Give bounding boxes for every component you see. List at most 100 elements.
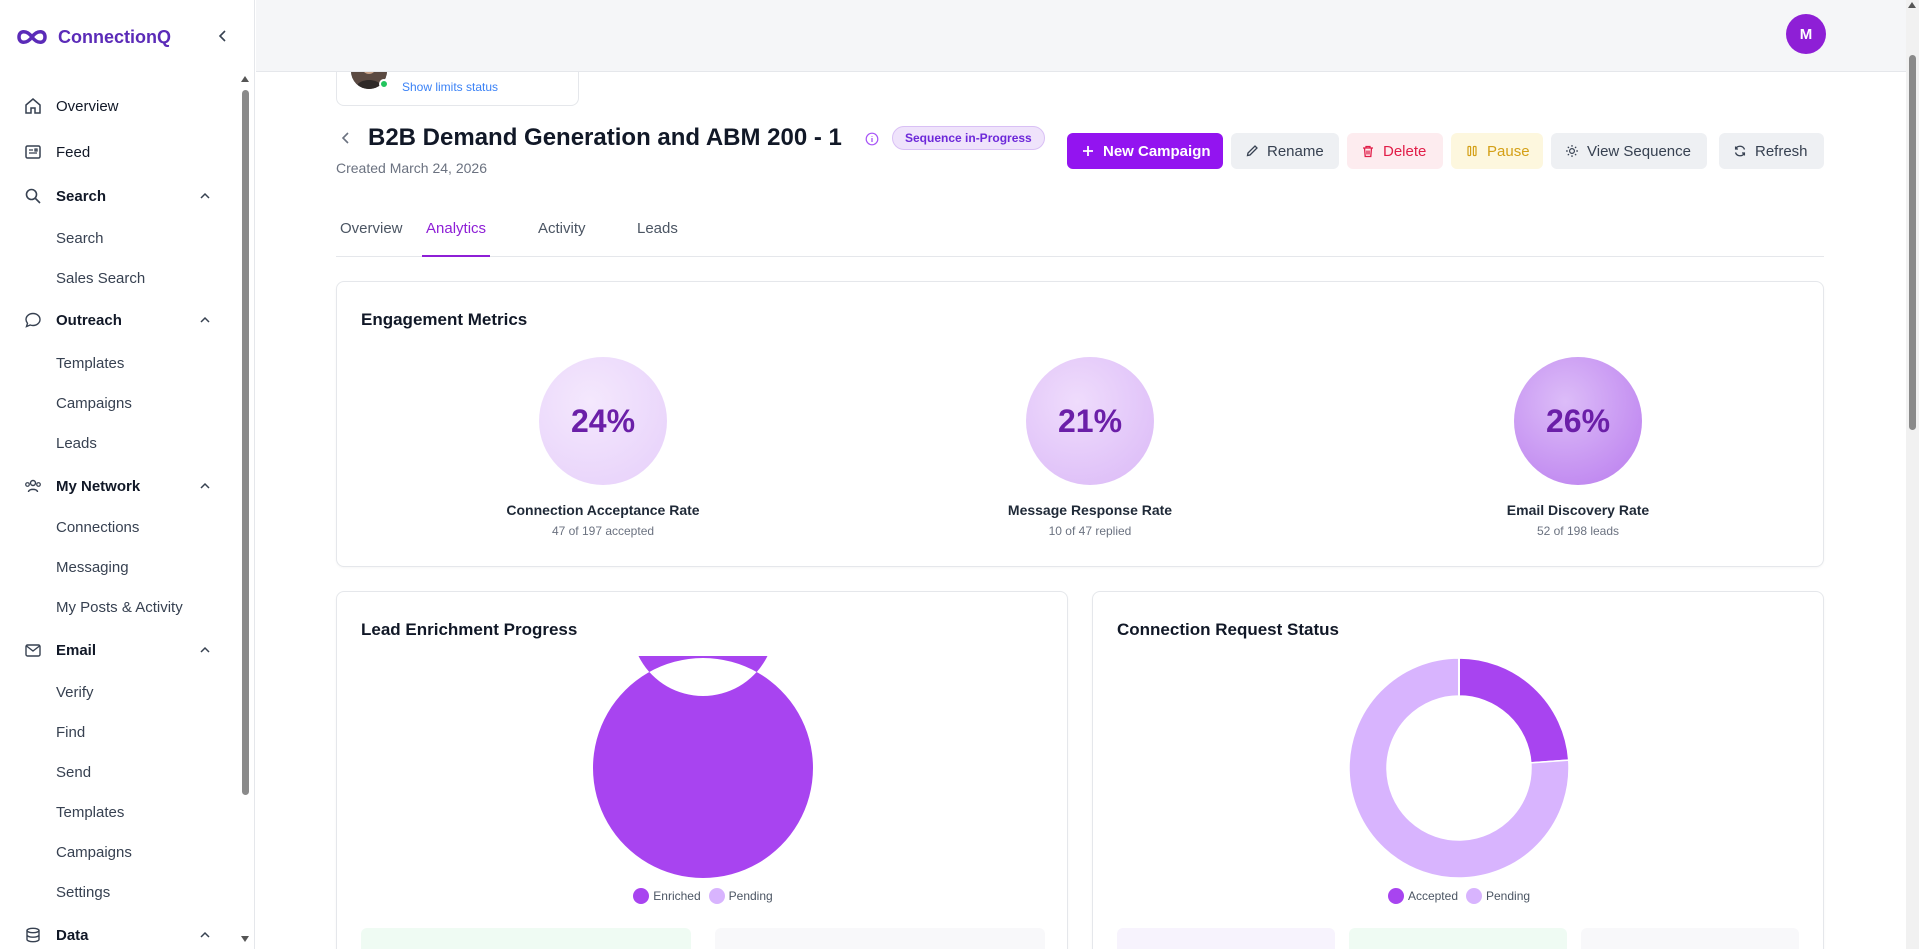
sidebar-subitem-leads[interactable]: Leads xyxy=(56,435,97,452)
metric-message-response: 21% Message Response Rate 10 of 47 repli… xyxy=(960,357,1220,557)
show-limits-link[interactable]: Show limits status xyxy=(402,80,499,94)
back-chevron-icon[interactable] xyxy=(338,130,354,146)
tab-leads[interactable]: Leads xyxy=(637,220,678,237)
lead-enrichment-title: Lead Enrichment Progress xyxy=(361,620,578,639)
chat-bubble-icon xyxy=(24,311,42,329)
sidebar-subitem-find[interactable]: Find xyxy=(56,724,86,741)
top-bar xyxy=(256,0,1906,72)
sidebar-group-search[interactable]: Search xyxy=(0,176,240,216)
stat-tile xyxy=(1117,928,1335,949)
sidebar-subitem-send[interactable]: Send xyxy=(56,764,92,781)
legend-item-accepted[interactable]: Accepted xyxy=(1387,888,1458,904)
sidebar-subitem-settings[interactable]: Settings xyxy=(56,884,111,901)
sidebar-item-overview[interactable]: Overview xyxy=(0,86,240,126)
sidebar-scrollbar[interactable] xyxy=(241,76,249,942)
scroll-up-arrow-icon[interactable] xyxy=(1908,2,1916,8)
brand[interactable]: ConnectionQ xyxy=(16,22,171,52)
metric-subtext: 47 of 197 accepted xyxy=(551,524,655,538)
campaign-tabs: Overview Analytics Activity Leads xyxy=(336,212,1824,257)
created-date: Created March 24, 2026 xyxy=(336,160,487,176)
metric-subtext: 52 of 198 leads xyxy=(1536,524,1620,538)
info-icon[interactable] xyxy=(865,132,879,146)
sidebar-subitem-connections[interactable]: Connections xyxy=(56,519,140,536)
status-badge: Sequence in-Progress xyxy=(892,126,1045,150)
refresh-button[interactable]: Refresh xyxy=(1719,133,1824,169)
sidebar-subitem-messaging[interactable]: Messaging xyxy=(56,559,129,576)
donut-slice-pending[interactable] xyxy=(1348,657,1570,879)
legend-item-enriched[interactable]: Enriched xyxy=(633,888,701,904)
legend-swatch-enriched xyxy=(633,888,650,904)
sidebar-group-my-network[interactable]: My Network xyxy=(0,466,240,506)
pause-icon xyxy=(1465,144,1479,158)
sidebar-subitem-email-templates[interactable]: Templates xyxy=(56,804,125,821)
sidebar-subitem-templates[interactable]: Templates xyxy=(56,355,125,372)
sidebar-subitem-campaigns[interactable]: Campaigns xyxy=(56,395,132,412)
sidebar-subitem-sales-search[interactable]: Sales Search xyxy=(56,270,146,287)
legend-item-pending[interactable]: Pending xyxy=(1466,888,1530,904)
connection-request-title: Connection Request Status xyxy=(1117,620,1339,639)
sidebar-subitem-my-posts[interactable]: My Posts & Activity xyxy=(56,599,183,616)
legend-label: Accepted xyxy=(1407,889,1458,903)
sidebar-group-email[interactable]: Email xyxy=(0,630,240,670)
pause-button[interactable]: Pause xyxy=(1451,133,1543,169)
brand-logo-icon xyxy=(17,30,47,44)
sidebar-item-label: Data xyxy=(56,926,89,944)
online-status-dot xyxy=(379,79,389,89)
connection-request-legend: Accepted Pending xyxy=(1093,888,1825,904)
scroll-up-arrow-icon[interactable] xyxy=(241,76,249,82)
metric-value: 26% xyxy=(1514,357,1642,485)
sidebar: ConnectionQ Overview Feed Search Search … xyxy=(0,0,255,949)
chevron-up-icon xyxy=(200,931,210,938)
stat-tile xyxy=(1349,928,1567,949)
page-scrollbar[interactable] xyxy=(1906,0,1919,949)
scroll-down-arrow-icon[interactable] xyxy=(241,936,249,942)
new-campaign-button[interactable]: New Campaign xyxy=(1067,133,1223,169)
sidebar-group-data[interactable]: Data xyxy=(0,915,240,949)
view-sequence-button[interactable]: View Sequence xyxy=(1551,133,1707,169)
legend-item-pending[interactable]: Pending xyxy=(708,888,773,904)
chevron-up-icon xyxy=(200,316,210,323)
metric-label: Connection Acceptance Rate xyxy=(506,502,700,518)
connection-request-donut-chart xyxy=(1348,657,1570,879)
mail-icon xyxy=(24,641,42,659)
rename-label: Rename xyxy=(1267,142,1324,160)
sidebar-subitem-email-campaigns[interactable]: Campaigns xyxy=(56,844,132,861)
home-icon xyxy=(24,97,42,115)
engagement-metrics-card: Engagement Metrics 24% Connection Accept… xyxy=(336,281,1824,567)
tab-analytics[interactable]: Analytics xyxy=(422,220,491,257)
sidebar-item-label: Feed xyxy=(56,143,91,161)
sidebar-subitem-search[interactable]: Search xyxy=(56,230,104,247)
metric-label: Message Response Rate xyxy=(1007,502,1173,518)
sidebar-group-outreach[interactable]: Outreach xyxy=(0,300,240,340)
database-icon xyxy=(24,926,42,944)
rename-button[interactable]: Rename xyxy=(1231,133,1339,169)
metric-value: 21% xyxy=(1026,357,1154,485)
metric-subtext: 10 of 47 replied xyxy=(1048,524,1132,538)
main-content: Show limits status B2B Demand Generation… xyxy=(256,0,1906,949)
chevron-up-icon xyxy=(200,192,210,199)
metric-value: 24% xyxy=(539,357,667,485)
legend-swatch-pending xyxy=(1466,888,1482,904)
sidebar-item-feed[interactable]: Feed xyxy=(0,132,240,172)
collapse-sidebar-button[interactable] xyxy=(212,25,234,47)
legend-label: Pending xyxy=(728,889,773,903)
user-avatar[interactable]: M xyxy=(1786,14,1826,54)
sidebar-item-label: Outreach xyxy=(56,311,122,329)
delete-button[interactable]: Delete xyxy=(1347,133,1443,169)
sidebar-scroll-thumb[interactable] xyxy=(242,90,249,795)
lead-enrichment-legend: Enriched Pending xyxy=(337,888,1069,904)
legend-swatch-accepted xyxy=(1387,888,1404,904)
trash-icon xyxy=(1361,144,1375,158)
tab-activity[interactable]: Activity xyxy=(538,220,586,237)
chevron-up-icon xyxy=(200,646,210,653)
legend-label: Pending xyxy=(1486,889,1531,903)
plus-icon xyxy=(1081,144,1095,158)
sun-icon xyxy=(1565,144,1579,158)
page-scroll-thumb[interactable] xyxy=(1909,55,1916,430)
donut-slice-enriched[interactable] xyxy=(592,656,813,878)
tab-overview[interactable]: Overview xyxy=(340,220,403,237)
donut-slice-accepted[interactable] xyxy=(1458,657,1570,764)
sidebar-subitem-verify[interactable]: Verify xyxy=(56,684,94,701)
refresh-label: Refresh xyxy=(1755,142,1808,160)
connection-request-card: Connection Request Status Accepted Pendi… xyxy=(1092,591,1824,949)
